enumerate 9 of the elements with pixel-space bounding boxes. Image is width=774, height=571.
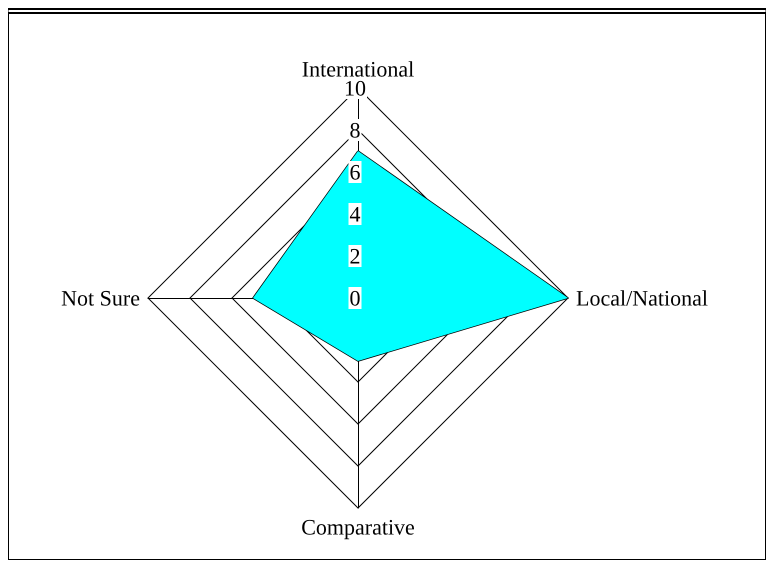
- y-tick-label: 2: [350, 244, 360, 268]
- y-tick-label: 10: [344, 76, 366, 100]
- spoke-label: Local/National: [576, 286, 708, 310]
- spoke-label: Comparative: [301, 514, 415, 540]
- y-tick-label: 8: [350, 118, 360, 142]
- y-tick-label: 0: [350, 286, 360, 310]
- y-tick-label: 6: [350, 160, 360, 184]
- spoke-label: Not Sure: [61, 286, 140, 310]
- y-tick-label: 4: [350, 202, 360, 226]
